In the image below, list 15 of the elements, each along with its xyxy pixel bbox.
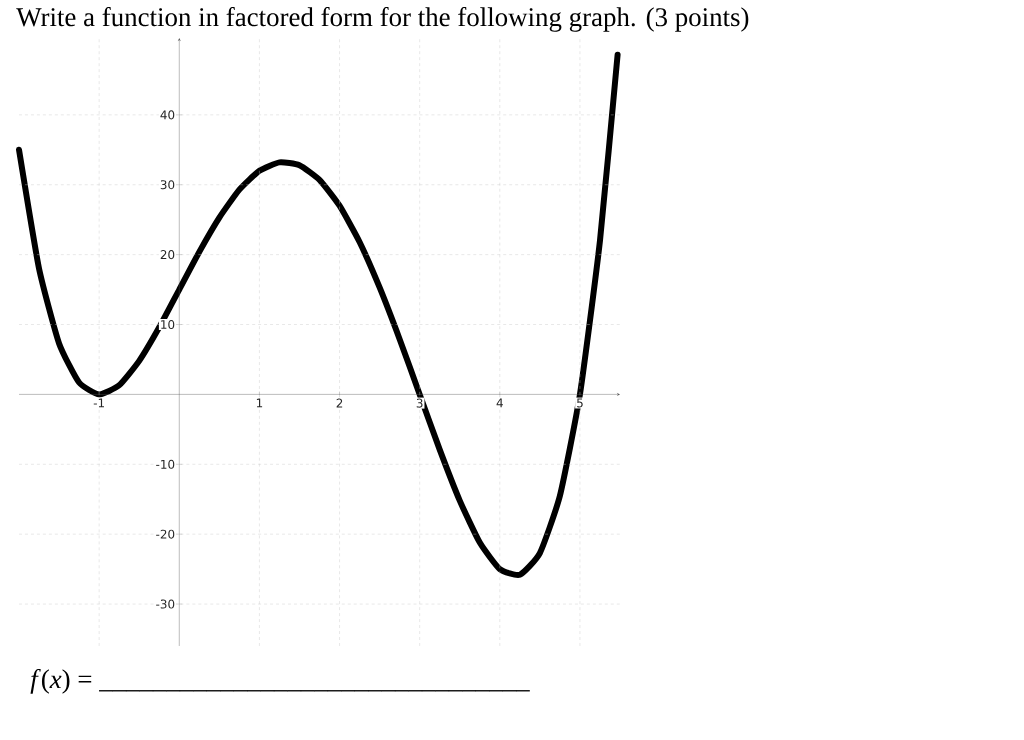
y-tick-label: 40 xyxy=(160,110,175,120)
y-tick-label: -20 xyxy=(156,529,175,539)
text: f(x) = ________________________________ xyxy=(30,669,530,694)
x-tick-label: 2 xyxy=(336,398,343,408)
chart-title: Write a function in factored form for the following graph. (3 points) xyxy=(16,7,749,32)
x-tick-label: 5 xyxy=(577,398,583,408)
x-tick-label: 1 xyxy=(256,398,263,408)
x-tick-label: 4 xyxy=(496,398,503,408)
y-tick-label: -30 xyxy=(156,599,175,609)
y-tick-label: -10 xyxy=(156,459,175,469)
x-tick-label: -1 xyxy=(93,398,104,408)
y-tick-label: 30 xyxy=(160,180,175,190)
y-tick-label: 20 xyxy=(160,250,175,260)
y-tick-label: 10 xyxy=(161,319,175,330)
x-tick-label: 3 xyxy=(416,398,423,408)
